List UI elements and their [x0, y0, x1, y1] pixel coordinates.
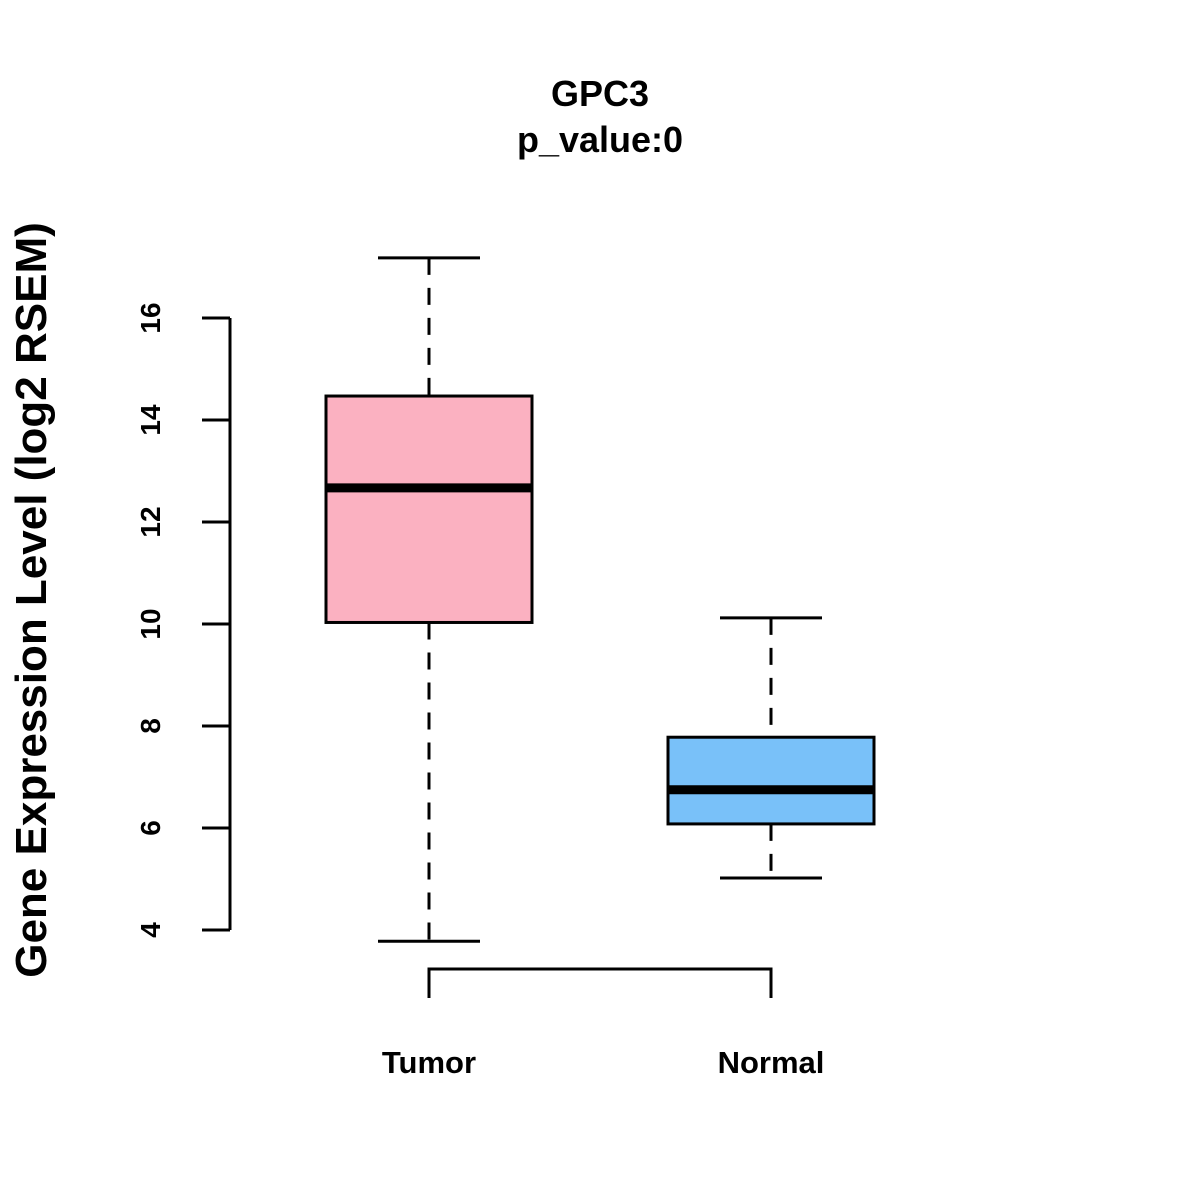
y-tick-label: 8: [135, 718, 166, 734]
chart-title: GPC3: [551, 73, 649, 114]
y-tick-label: 16: [135, 302, 166, 333]
y-axis: 4 6 8 10 12 14 16: [135, 302, 232, 938]
y-tick-label: 10: [135, 608, 166, 639]
y-tick-label: 4: [135, 922, 166, 938]
chart-subtitle: p_value:0: [517, 119, 683, 160]
iqr-box: [666, 735, 876, 826]
y-axis-label: Gene Expression Level (log2 RSEM): [7, 222, 56, 978]
category-labels: Tumor Normal: [382, 1045, 824, 1080]
y-tick-label: 12: [135, 506, 166, 537]
y-tick-label: 6: [135, 820, 166, 836]
comparison-bracket-group: [427, 967, 773, 998]
box-tumor: [324, 256, 534, 943]
y-tick-label: 14: [135, 404, 166, 436]
comparison-bracket: [427, 967, 773, 998]
category-label-tumor: Tumor: [382, 1045, 476, 1080]
iqr-box: [324, 394, 534, 624]
category-label-normal: Normal: [718, 1045, 825, 1080]
box-normal: [666, 616, 876, 880]
boxes-group: [324, 256, 876, 943]
